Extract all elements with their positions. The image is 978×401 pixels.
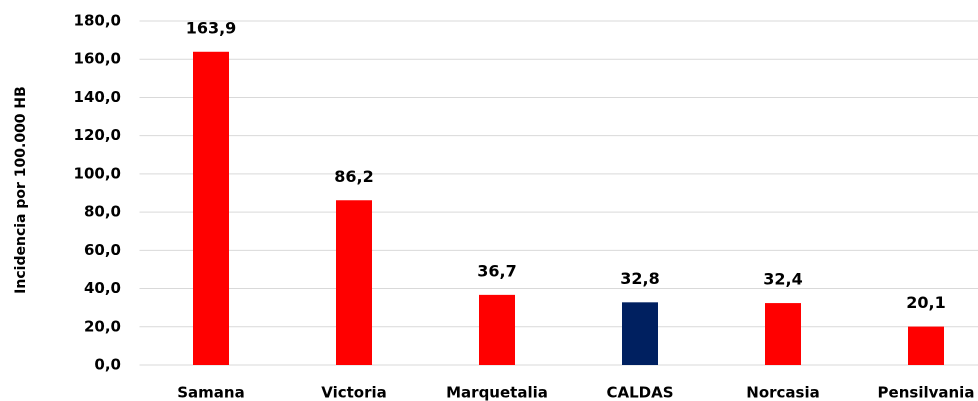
data-label: 86,2 xyxy=(334,167,373,186)
data-label: 32,8 xyxy=(620,269,659,288)
y-tick-label: 60,0 xyxy=(84,241,121,259)
y-tick-label: 0,0 xyxy=(94,356,121,374)
bar xyxy=(622,302,658,365)
data-label: 36,7 xyxy=(477,261,516,280)
y-tick-label: 140,0 xyxy=(74,88,121,106)
x-tick-label: Victoria xyxy=(321,384,387,401)
bar xyxy=(193,51,229,365)
data-label: 20,1 xyxy=(906,293,945,312)
x-tick-label: Samana xyxy=(177,384,244,401)
bar xyxy=(908,326,944,365)
y-axis-title: Incidencia por 100.000 HB xyxy=(13,86,29,294)
x-tick-label: Pensilvania xyxy=(878,384,975,401)
bar xyxy=(336,200,372,365)
x-tick-label: Marquetalia xyxy=(446,384,548,401)
y-tick-label: 120,0 xyxy=(74,126,121,144)
x-tick-label: Norcasia xyxy=(746,384,819,401)
y-tick-label: 160,0 xyxy=(74,50,121,68)
x-tick-label: CALDAS xyxy=(606,384,673,401)
y-tick-label: 80,0 xyxy=(84,203,121,221)
y-tick-label: 20,0 xyxy=(84,317,121,335)
data-label: 163,9 xyxy=(186,18,237,37)
y-tick-label: 40,0 xyxy=(84,279,121,297)
data-label: 32,4 xyxy=(763,270,802,289)
bar xyxy=(479,294,515,365)
y-tick-label: 180,0 xyxy=(74,12,121,30)
y-tick-label: 100,0 xyxy=(74,164,121,182)
bar xyxy=(765,303,801,365)
